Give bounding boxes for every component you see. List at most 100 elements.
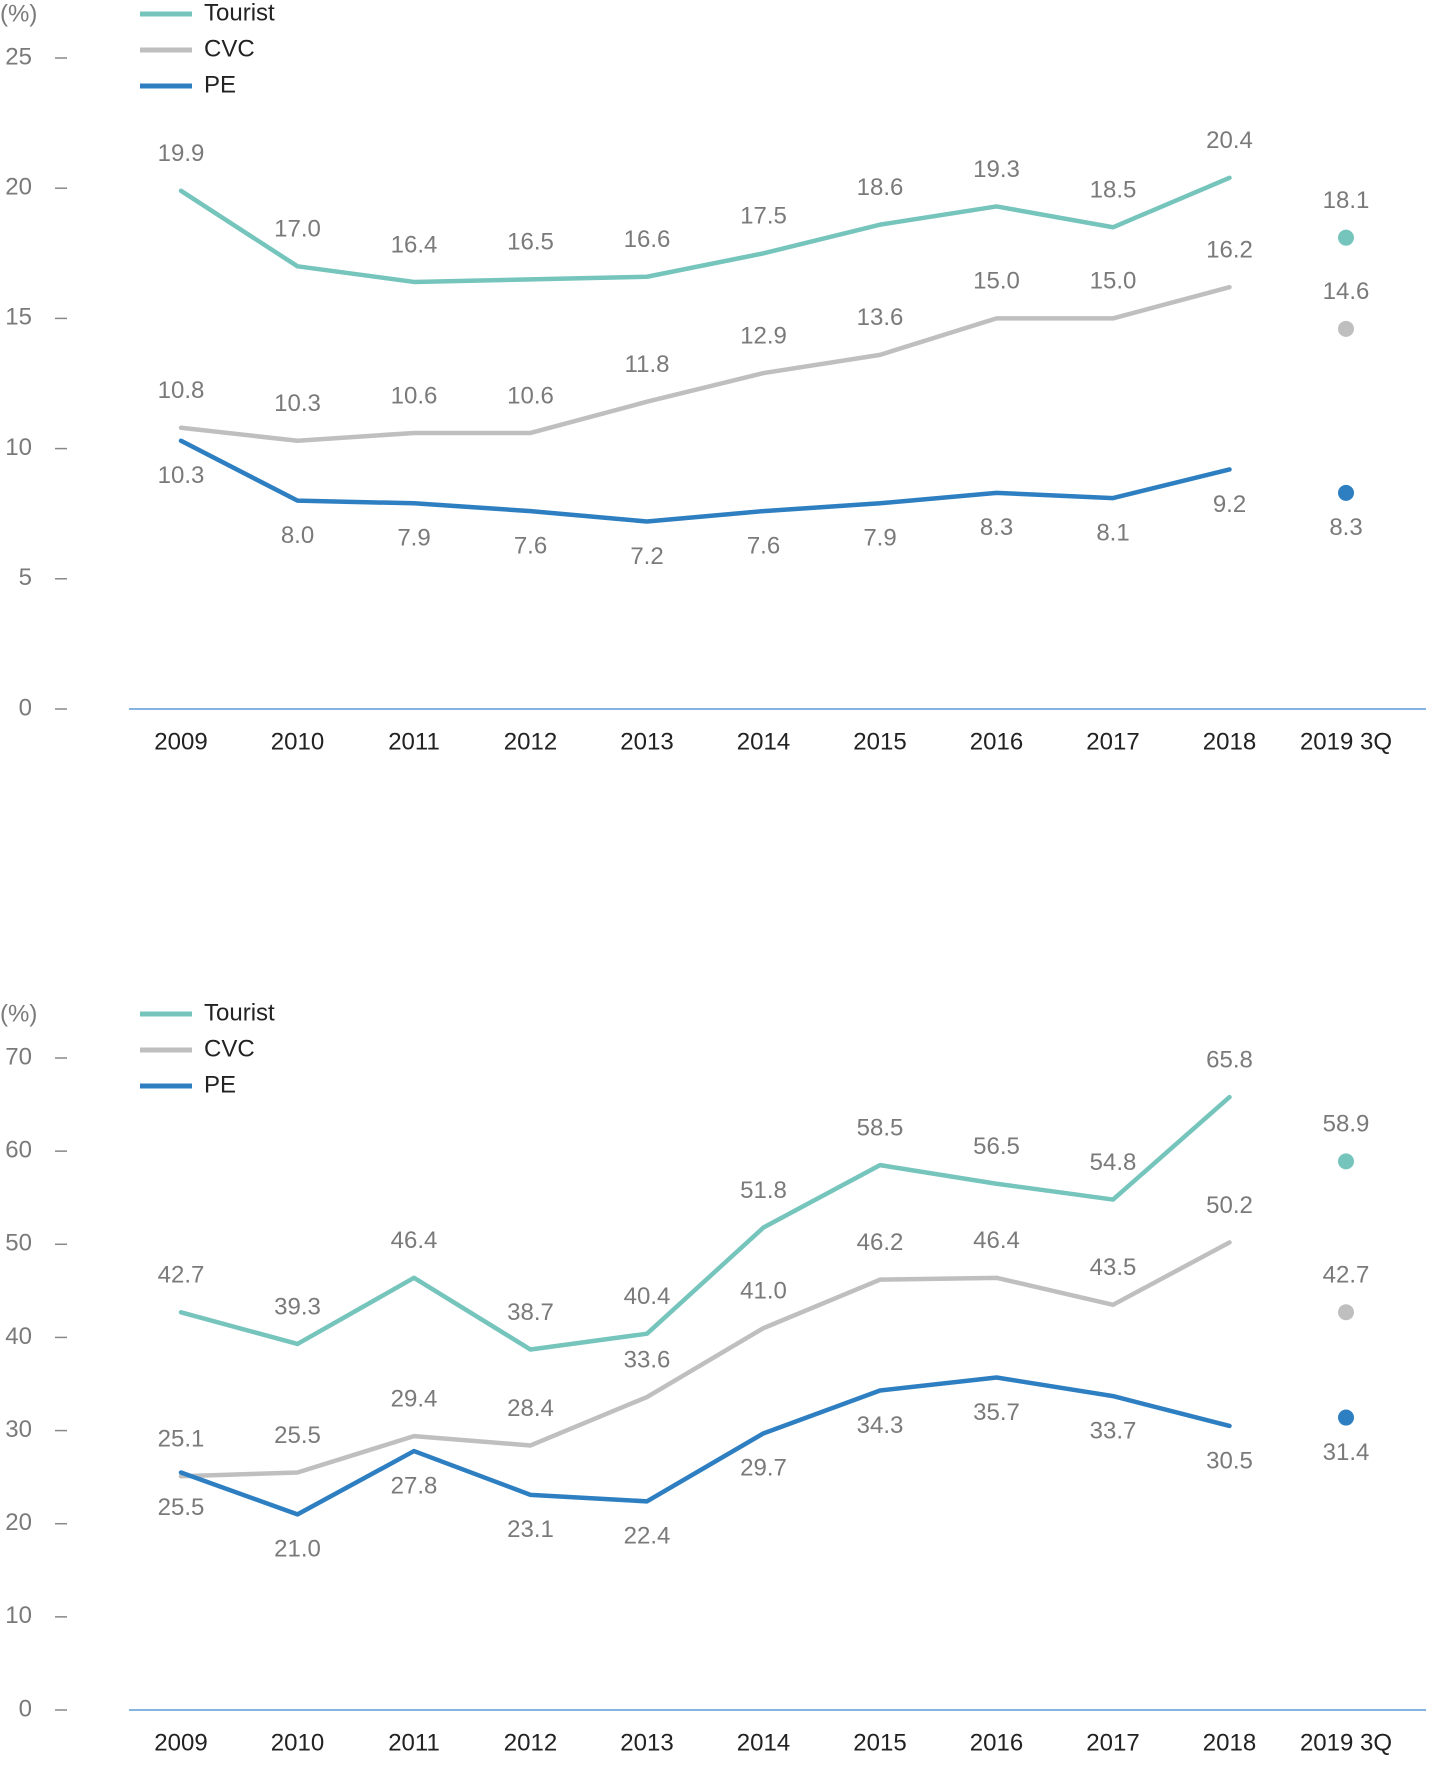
x-tick-label: 2016 [970,728,1023,755]
y-tick-label: 0 [19,1695,32,1722]
legend-label: CVC [204,1035,255,1062]
data-label: 8.1 [1096,519,1129,546]
data-label: 10.6 [507,382,554,409]
data-label: 58.5 [857,1114,904,1141]
x-tick-label: 2010 [271,1729,324,1756]
point-marker [1338,484,1354,501]
data-label: 29.4 [391,1386,438,1413]
point-marker [1338,1153,1354,1170]
y-tick-label: 5 [19,564,32,591]
y-axis-unit: (%) [0,1000,37,1027]
point-marker [1338,1409,1354,1426]
data-label: 42.7 [1323,1262,1370,1289]
x-tick-label: 2017 [1086,728,1139,755]
x-tick-label: 2015 [853,1729,906,1756]
series-line [178,175,1232,285]
x-tick-label: 2013 [620,728,673,755]
x-tick-label: 2015 [853,728,906,755]
data-label: 15.0 [973,268,1020,295]
data-label: 46.4 [391,1227,438,1254]
data-label: 25.5 [158,1494,205,1521]
data-label: 15.0 [1090,268,1137,295]
data-label: 10.8 [158,377,205,404]
y-tick-label: 10 [5,1602,32,1629]
y-tick-label: 40 [5,1323,32,1350]
x-tick-label: 2014 [737,728,790,755]
data-label: 40.4 [624,1283,671,1310]
legend-label: PE [204,1071,236,1098]
data-label: 18.5 [1090,177,1137,204]
data-label: 25.1 [158,1426,205,1453]
data-label: 8.3 [1329,514,1362,541]
data-label: 14.6 [1323,278,1370,305]
series-line [178,1240,1232,1479]
data-label: 18.6 [857,174,904,201]
data-label: 18.1 [1323,187,1370,214]
legend-label: CVC [204,35,255,62]
point-marker [1338,320,1354,337]
data-label: 10.3 [158,462,205,489]
x-tick-label: 2013 [620,1729,673,1756]
data-label: 19.9 [158,140,205,167]
data-label: 43.5 [1090,1254,1137,1281]
data-label: 17.5 [740,203,787,230]
x-tick-label: 2014 [737,1729,790,1756]
x-tick-label: 2012 [504,1729,557,1756]
data-label: 19.3 [973,156,1020,183]
data-label: 46.2 [857,1229,904,1256]
data-label: 25.5 [274,1422,321,1449]
y-tick-label: 20 [5,174,32,201]
y-tick-label: 60 [5,1136,32,1163]
data-label: 46.4 [973,1227,1020,1254]
data-label: 7.6 [747,532,780,559]
data-label: 10.6 [391,382,438,409]
data-label: 56.5 [973,1133,1020,1160]
y-tick-label: 25 [5,43,32,70]
data-label: 31.4 [1323,1439,1370,1466]
legend-label: PE [204,71,236,98]
series-line [178,1375,1232,1517]
y-axis-unit: (%) [0,0,37,27]
legend-label: Tourist [204,999,275,1026]
data-label: 23.1 [507,1516,554,1543]
data-label: 21.0 [274,1536,321,1563]
data-label: 30.5 [1206,1447,1253,1474]
data-label: 7.6 [514,532,547,559]
data-label: 16.6 [624,226,671,253]
data-label: 41.0 [740,1277,787,1304]
x-tick-label: 2018 [1203,1729,1256,1756]
data-label: 34.3 [857,1412,904,1439]
data-label: 58.9 [1323,1111,1370,1138]
data-label: 11.8 [625,351,670,378]
data-label: 50.2 [1206,1192,1253,1219]
x-tick-label: 2011 [388,728,440,755]
x-tick-label: 2019 3Q [1300,1729,1392,1756]
y-tick-label: 30 [5,1416,32,1443]
x-tick-label: 2016 [970,1729,1023,1756]
x-tick-label: 2009 [154,1729,207,1756]
data-label: 29.7 [740,1455,787,1482]
data-label: 51.8 [740,1177,787,1204]
data-label: 35.7 [973,1399,1020,1426]
data-label: 7.9 [397,525,430,552]
data-label: 12.9 [740,322,787,349]
data-label: 16.2 [1206,236,1253,263]
data-label: 54.8 [1090,1149,1137,1176]
x-tick-label: 2019 3Q [1300,728,1392,755]
data-label: 22.4 [624,1523,671,1550]
y-tick-label: 10 [5,434,32,461]
series-line [178,438,1232,524]
x-tick-label: 2017 [1086,1729,1139,1756]
data-label: 20.4 [1206,127,1253,154]
y-tick-label: 20 [5,1509,32,1536]
data-label: 17.0 [274,216,321,243]
data-label: 38.7 [507,1299,554,1326]
data-label: 39.3 [274,1293,321,1320]
data-label: 8.3 [980,514,1013,541]
y-tick-label: 70 [5,1043,32,1070]
data-label: 28.4 [507,1395,554,1422]
data-label: 65.8 [1206,1046,1253,1073]
data-label: 33.6 [624,1346,671,1373]
series-line [178,284,1232,444]
